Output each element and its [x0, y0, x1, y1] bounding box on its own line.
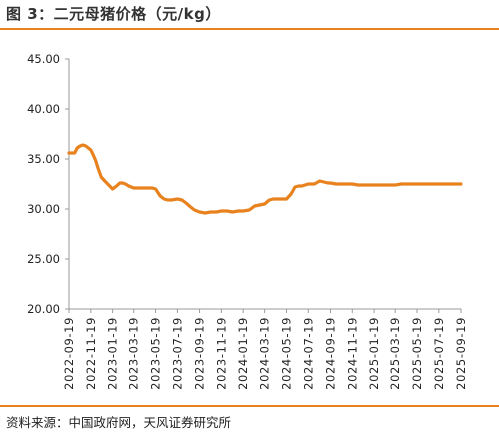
x-tick-label: 2025-07-19: [432, 317, 446, 390]
x-tick-label: 2023-05-19: [149, 317, 163, 390]
y-tick-label: 35.00: [27, 152, 60, 166]
series-line: [67, 143, 463, 215]
y-tick-label: 40.00: [27, 102, 60, 116]
source-note: 资料来源：中国政府网，天风证券研究所: [6, 415, 232, 430]
series-layer: [67, 143, 463, 215]
y-tick-label: 20.00: [27, 302, 60, 316]
price-line-chart: 20.00 25.00 30.00 35.00 40.00 45.00 2022-09-1…: [27, 52, 468, 390]
x-tick-label: 2024-05-19: [279, 317, 293, 390]
y-axis: 20.00 25.00 30.00 35.00 40.00 45.00: [27, 52, 70, 316]
y-tick-label: 45.00: [27, 52, 60, 66]
x-tick-label: 2025-05-19: [410, 317, 424, 390]
x-tick-label: 2022-11-19: [84, 317, 98, 390]
source-rule: [0, 405, 499, 407]
x-tick-label: 2024-03-19: [258, 317, 272, 390]
x-tick-label: 2023-03-19: [127, 317, 141, 390]
x-tick-label: 2025-03-19: [388, 317, 402, 390]
x-tick-label: 2023-01-19: [106, 317, 120, 390]
x-tick-label: 2024-07-19: [301, 317, 315, 390]
x-tick-label: 2025-09-19: [454, 317, 468, 390]
x-tick-label: 2022-09-19: [62, 317, 76, 390]
y-tick-label: 25.00: [27, 252, 60, 266]
x-axis: 2022-09-19 2022-11-19 2023-01-19 2023-03-19…: [62, 308, 468, 390]
x-tick-label: 2024-09-19: [323, 317, 337, 390]
x-tick-label: 2024-01-19: [236, 317, 250, 390]
y-tick-label: 30.00: [27, 202, 60, 216]
x-tick-label: 2023-07-19: [170, 317, 184, 390]
x-tick-label: 2024-11-19: [345, 317, 359, 390]
x-tick-label: 2025-01-19: [367, 317, 381, 390]
figure-title: 图 3：二元母猪价格（元/kg）: [6, 5, 221, 23]
x-tick-label: 2023-09-19: [193, 317, 207, 390]
x-tick-label: 2023-11-19: [214, 317, 228, 390]
title-rule: [0, 28, 499, 30]
